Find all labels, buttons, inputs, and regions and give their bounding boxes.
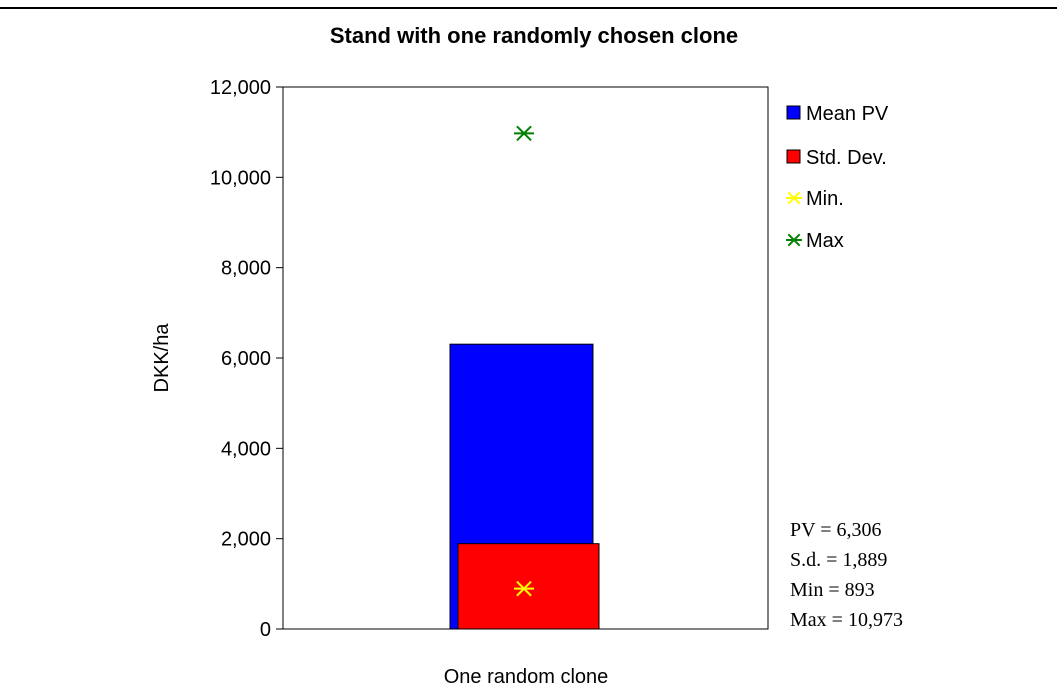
chart-title: Stand with one randomly chosen clone: [330, 23, 738, 48]
stats-annotation-line: Min = 893: [790, 579, 875, 601]
y-tick-label: 4,000: [221, 438, 271, 460]
stats-annotation-line: S.d. = 1,889: [790, 549, 887, 571]
y-axis: 0 2,000 4,000 6,000 8,000 10,000 12,000: [210, 77, 283, 641]
y-tick-label: 2,000: [221, 529, 271, 551]
stats-annotation-line: Max = 10,973: [790, 609, 903, 631]
legend-label: Std. Dev.: [806, 147, 887, 169]
y-tick-label: 0: [260, 619, 271, 641]
legend-swatch: [786, 149, 801, 164]
marker-min: [514, 580, 534, 597]
y-tick-label: 6,000: [221, 348, 271, 370]
x-axis-label: One random clone: [444, 666, 609, 688]
legend-label: Min.: [806, 188, 844, 210]
stats-annotation-line: PV = 6,306: [790, 519, 881, 541]
markers: [514, 125, 534, 597]
legend-marker: [786, 191, 802, 205]
stats-annotation: PV = 6,306 S.d. = 1,889 Min = 893 Max = 10,…: [790, 519, 903, 631]
legend: Mean PV Std. Dev. Min. Max: [786, 103, 889, 252]
y-axis-label: DKK/ha: [151, 323, 173, 393]
y-tick-label: 12,000: [210, 77, 271, 99]
legend-label: Max: [806, 230, 844, 252]
marker-max: [514, 125, 534, 142]
legend-label: Mean PV: [806, 103, 889, 125]
bars: [449, 343, 600, 630]
y-tick-label: 10,000: [210, 167, 271, 189]
legend-marker: [786, 233, 802, 247]
y-tick-label: 8,000: [221, 258, 271, 280]
bar-std-dev: [457, 543, 600, 630]
legend-swatch: [786, 105, 801, 120]
